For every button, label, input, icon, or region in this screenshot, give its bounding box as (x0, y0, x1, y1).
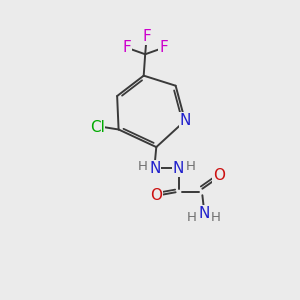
Text: H: H (211, 211, 221, 224)
Text: H: H (186, 160, 196, 173)
Text: H: H (137, 160, 147, 173)
Text: F: F (159, 40, 168, 55)
Text: N: N (149, 161, 160, 176)
Text: F: F (122, 40, 131, 55)
Text: O: O (213, 168, 225, 183)
Text: Cl: Cl (90, 120, 105, 135)
Text: H: H (187, 211, 197, 224)
Text: N: N (198, 206, 209, 221)
Text: F: F (142, 29, 151, 44)
Text: N: N (179, 113, 191, 128)
Text: O: O (150, 188, 162, 203)
Text: N: N (173, 161, 184, 176)
